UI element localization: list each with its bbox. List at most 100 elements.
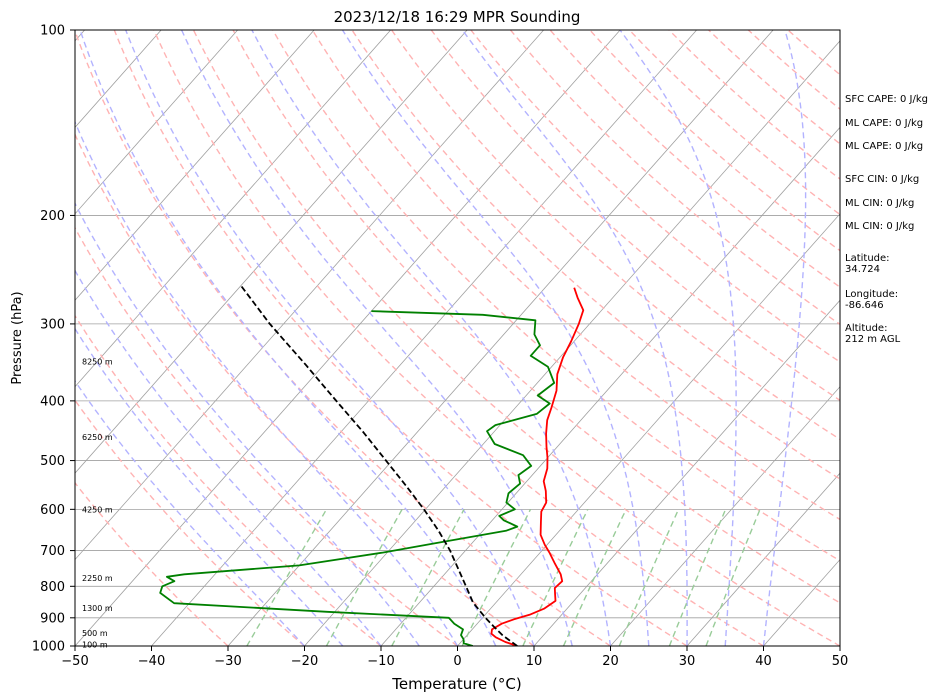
y-tick-label: 200 <box>40 209 65 224</box>
mixing-ratio-line <box>461 508 532 646</box>
isotherm-line <box>151 30 697 646</box>
x-tick-label: 30 <box>679 654 696 669</box>
dry-adiabat-line <box>75 481 229 646</box>
moist-adiabat-line <box>251 30 612 646</box>
dry-adiabat-line <box>271 30 840 562</box>
parcel-trace <box>240 285 518 646</box>
y-tick-label: 300 <box>40 317 65 332</box>
isotherm-line <box>75 30 238 215</box>
y-axis-label: Pressure (hPa) <box>10 291 25 384</box>
moist-adiabat-line <box>341 30 650 646</box>
dry-adiabat-line <box>153 30 764 646</box>
x-tick-label: 10 <box>526 654 543 669</box>
dry-adiabat-line <box>430 30 840 402</box>
moist-adiabat-line <box>75 379 305 646</box>
height-labels: 8250 m 6250 m 4250 m 2250 m 1300 m 500 m 100 m <box>82 357 113 649</box>
y-tick-label: 1000 <box>32 640 65 655</box>
moist-adiabat-line <box>461 30 688 646</box>
chart-title: 2023/12/18 16:29 MPR Sounding <box>334 8 581 26</box>
dry-adiabat-line <box>75 226 458 646</box>
sounding-parameters: SFC CAPE: 0 J/kg ML CAPE: 0 J/kg ML CAPE: … <box>845 94 928 345</box>
mixing-ratio-line <box>522 509 589 646</box>
cape-cin-text: ML CAPE: 0 J/kg <box>845 141 923 152</box>
axes: −50 −40 −30 −20 −10 0 10 20 30 40 50 100 200 300 400 50… <box>32 24 848 670</box>
cape-cin-text: ML CAPE: 0 J/kg <box>845 118 923 129</box>
location-value: 34.724 <box>845 264 880 275</box>
y-tick-label: 400 <box>40 394 65 409</box>
x-tick-label: −10 <box>367 654 394 669</box>
moist-adiabat-line <box>75 201 420 646</box>
x-tick-label: 0 <box>453 654 461 669</box>
mixing-ratio-line <box>618 509 680 646</box>
background-lines <box>0 30 840 646</box>
isotherm-line <box>457 213 840 646</box>
x-axis-label: Temperature (°C) <box>391 675 521 693</box>
x-tick-label: −40 <box>138 654 165 669</box>
mixing-ratio-line <box>705 509 761 646</box>
y-tick-label: 900 <box>40 611 65 626</box>
cape-cin-text: SFC CAPE: 0 J/kg <box>845 94 928 105</box>
mixing-ratio-line <box>668 509 727 646</box>
dry-adiabat-line <box>470 30 840 363</box>
mixing-ratio-line <box>246 508 328 646</box>
cape-cin-text: ML CIN: 0 J/kg <box>845 198 914 209</box>
mixing-ratio-line <box>562 509 627 646</box>
height-label: 4250 m <box>82 505 113 514</box>
isotherm-line <box>304 40 840 646</box>
x-tick-label: 20 <box>602 654 619 669</box>
isotherm-line <box>75 30 544 561</box>
dry-adiabat-line <box>628 30 840 216</box>
dry-adiabat-line <box>707 30 840 145</box>
height-label: 100 m <box>82 641 108 650</box>
x-tick-label: −20 <box>291 654 318 669</box>
moist-adiabat-line <box>619 30 737 646</box>
dry-adiabat-line <box>113 30 688 646</box>
dry-adiabat-line <box>232 30 840 604</box>
dry-adiabat-line <box>509 30 840 326</box>
mixing-ratio-line <box>391 508 465 646</box>
temperature-trace <box>490 287 585 646</box>
location-label: Latitude: <box>845 253 890 264</box>
isotherm-line <box>227 30 774 646</box>
dry-adiabat-line <box>75 132 535 646</box>
x-tick-label: 40 <box>755 654 772 669</box>
height-label: 8250 m <box>82 357 113 366</box>
location-value: -86.646 <box>845 300 884 311</box>
dry-adiabat-line <box>192 30 840 646</box>
height-label: 1300 m <box>82 604 113 613</box>
dry-adiabat-line <box>588 30 840 252</box>
isotherm-line <box>75 30 621 646</box>
isotherm-line <box>75 30 391 388</box>
dry-adiabat-line <box>668 30 840 180</box>
height-label: 2250 m <box>82 574 113 583</box>
location-label: Altitude: <box>845 323 887 334</box>
location-label: Longitude: <box>845 289 898 300</box>
height-label: 6250 m <box>82 433 113 442</box>
height-label: 500 m <box>82 629 108 638</box>
cape-cin-text: SFC CIN: 0 J/kg <box>845 174 919 185</box>
isotherm-line <box>686 472 840 646</box>
moist-adiabat-line <box>75 269 382 646</box>
location-value: 212 m AGL <box>845 334 901 345</box>
dewpoint-trace <box>159 310 556 646</box>
moist-adiabat-line <box>180 30 573 646</box>
sounding-traces <box>159 285 585 646</box>
moist-adiabat-line <box>125 30 535 646</box>
moist-adiabat-line <box>75 120 459 646</box>
x-tick-label: −50 <box>61 654 88 669</box>
isotherm-line <box>380 126 840 646</box>
y-tick-label: 500 <box>40 454 65 469</box>
x-tick-label: −30 <box>214 654 241 669</box>
isotherm-line <box>75 30 468 474</box>
isotherm-line <box>75 30 315 301</box>
isotherm-line <box>533 299 840 646</box>
x-tick-label: 50 <box>832 654 849 669</box>
isotherm-line <box>610 386 840 646</box>
y-tick-label: 800 <box>40 580 65 595</box>
y-tick-label: 600 <box>40 503 65 518</box>
moist-adiabat-line <box>762 30 807 646</box>
moist-adiabat-line <box>79 30 497 646</box>
isotherm-line <box>0 30 8 646</box>
